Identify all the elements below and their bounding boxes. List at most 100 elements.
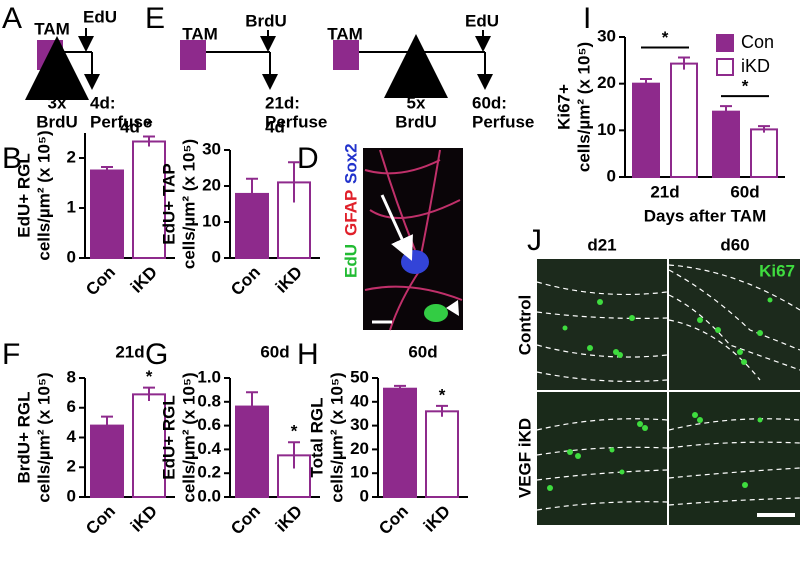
legend-label: Con (741, 32, 774, 52)
panel-letter: F (2, 338, 20, 371)
micrograph-j: d21 d60 Control VEGF iKD Ki67 (515, 235, 801, 525)
error-bar (394, 384, 406, 392)
y-tick-label: 20 (202, 175, 221, 194)
error-bar (101, 415, 113, 435)
chart-title: 21d (115, 342, 144, 361)
ki67-cells (547, 297, 773, 491)
significance: * (291, 422, 298, 441)
y-tick-label: 10 (202, 211, 221, 230)
x-tick-label: Con (82, 263, 119, 300)
label: BrdU (395, 112, 437, 131)
bar (425, 410, 459, 499)
y-tick-label: 20 (597, 73, 616, 92)
label: Perfuse (90, 112, 152, 131)
x-tick-label: Con (82, 502, 119, 539)
x-tick-label: 21d (650, 182, 679, 201)
error-bar (436, 404, 448, 417)
error-bar (101, 166, 113, 174)
error-bar (288, 441, 300, 469)
image-tile (669, 259, 800, 390)
y-axis-label: BrdU+ RGL (14, 391, 33, 483)
chart-title: 4d (120, 117, 140, 136)
label: BrdU (245, 11, 287, 30)
y-tick-label: 0 (67, 247, 76, 266)
significance: * (662, 28, 669, 47)
panel-letter: B (2, 142, 22, 175)
label: 21d: (265, 93, 300, 112)
chart-title: 4d (265, 117, 285, 136)
x-axis-label: Days after TAM (644, 206, 767, 225)
panel-letter: I (583, 2, 591, 35)
label: Perfuse (472, 112, 534, 131)
y-tick-label: 6 (67, 397, 76, 416)
y-axis-label: cells/µm² (x 10⁵) (34, 372, 53, 502)
timeline-a: TAM EdU 3x BrdU 4d: Perfuse (25, 7, 152, 131)
label: TAM (182, 24, 218, 43)
chart-title: 60d (408, 342, 437, 361)
layer-outlines (536, 264, 801, 511)
label: EdU (465, 11, 499, 30)
cell-sox2 (401, 250, 429, 274)
bar (670, 62, 698, 178)
legend-swatch (716, 58, 734, 76)
significance: * (742, 77, 749, 96)
x-tick-label: iKD (127, 263, 161, 297)
legend-label: iKD (741, 56, 770, 76)
x-tick-label: Con (375, 502, 412, 539)
bar (632, 82, 660, 178)
stain-label: Ki67 (759, 261, 795, 280)
error-bar (143, 135, 155, 147)
y-tick-label: 0.0 (197, 486, 221, 505)
y-axis-label: Total RGL (307, 398, 326, 478)
label: TAM (327, 24, 363, 43)
label: Perfuse (265, 112, 327, 131)
error-bar (246, 391, 258, 421)
error-bar (640, 78, 652, 89)
significance: * (146, 116, 153, 135)
label: BrdU (36, 112, 78, 131)
y-axis-label: EdU+ RGL (14, 153, 33, 238)
y-axis-label: cells/µm² (x 10⁵) (179, 372, 198, 502)
micrograph-d: EdU GFAP Sox2 (341, 143, 463, 331)
y-axis-label: cells/µm² (x 10⁵) (179, 139, 198, 269)
panel-letter: J (527, 224, 542, 257)
panel-letter: A (2, 2, 22, 35)
label: 5x (407, 93, 426, 112)
y-tick-label: 0.6 (197, 415, 221, 434)
tam-box (333, 40, 359, 70)
y-tick-label: 0.8 (197, 391, 221, 410)
timeline-e-long: TAM 5x BrdU EdU 60d: Perfuse (327, 11, 534, 131)
image-tile (537, 259, 667, 390)
row-label: VEGF iKD (515, 418, 534, 498)
significance: * (439, 385, 446, 404)
label: 3x (48, 93, 67, 112)
error-bar (720, 105, 732, 118)
y-tick-label: 50 (350, 367, 369, 386)
image-background (363, 148, 463, 330)
y-tick-label: 10 (597, 120, 616, 139)
y-tick-label: 10 (350, 463, 369, 482)
tam-box (37, 40, 63, 70)
bar (712, 110, 740, 178)
y-tick-label: 0 (212, 247, 221, 266)
y-tick-label: 2 (67, 147, 76, 166)
y-tick-label: 1.0 (197, 367, 221, 386)
error-bar (678, 56, 690, 70)
y-axis-label: EdU+ RGL (159, 395, 178, 480)
column-label: d21 (587, 235, 616, 254)
y-tick-label: 30 (350, 415, 369, 434)
y-tick-label: 4 (67, 427, 77, 446)
y-tick-label: 8 (67, 367, 76, 386)
error-bar (143, 386, 155, 402)
x-tick-label: iKD (272, 263, 306, 297)
x-tick-label: iKD (272, 502, 306, 536)
legend-swatch (716, 34, 734, 52)
label: 60d: (472, 93, 507, 112)
y-tick-label: 30 (597, 26, 616, 45)
x-tick-label: Con (227, 502, 264, 539)
image-tile (537, 392, 667, 525)
y-axis-label: cells/µm² (x 10⁵) (327, 372, 346, 502)
error-bar (288, 161, 300, 203)
y-axis-label: cells/µm² (x 10⁵) (34, 130, 53, 260)
